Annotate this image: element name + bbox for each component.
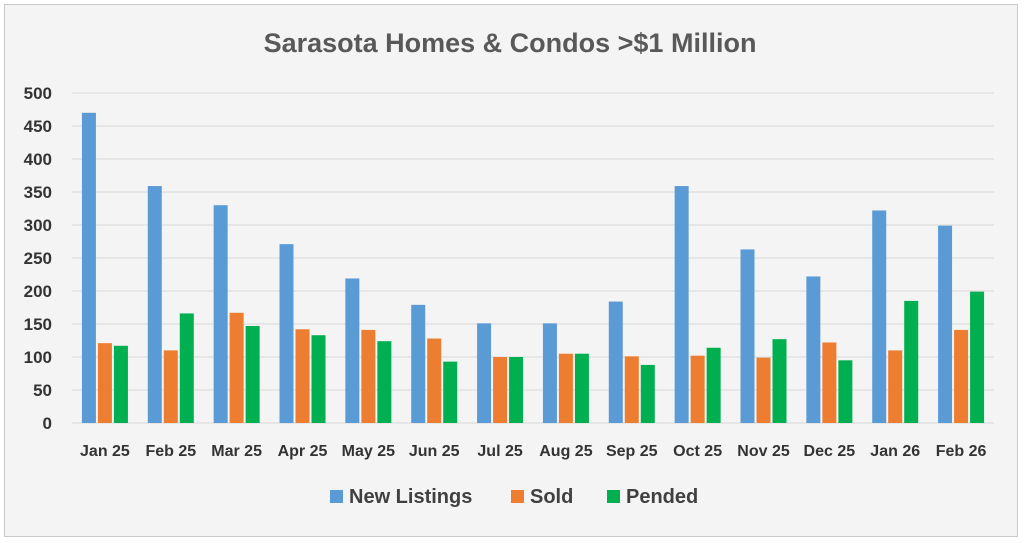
bar-sold-oct-25	[690, 355, 705, 423]
y-tick-label: 100	[24, 348, 52, 367]
bar-sold-may-25	[361, 329, 376, 423]
y-tick-label: 500	[24, 84, 52, 103]
gridlines	[72, 92, 994, 424]
bar-pended-may-25	[377, 341, 392, 423]
y-tick-label: 450	[24, 117, 52, 136]
x-tick-label: Nov 25	[737, 443, 790, 460]
legend-label-pended: Pended	[626, 486, 698, 508]
y-tick-label: 250	[24, 249, 52, 268]
bar-new-listings-feb-26	[938, 225, 953, 423]
legend: New Listings Sold Pended	[330, 486, 698, 508]
bar-sold-jul-25	[493, 357, 508, 423]
x-tick-label: Dec 25	[804, 443, 856, 460]
y-tick-label: 50	[33, 381, 52, 400]
bar-new-listings-aug-25	[542, 323, 557, 423]
x-tick-label: Jan 25	[80, 443, 130, 460]
x-tick-label: Feb 25	[145, 443, 196, 460]
legend-swatch-sold	[511, 490, 524, 503]
x-tick-label: Sep 25	[606, 443, 658, 460]
x-tick-label: Apr 25	[278, 443, 328, 460]
bar-pended-feb-25	[179, 313, 194, 423]
bar-pended-aug-25	[574, 353, 589, 423]
bar-new-listings-jan-25	[81, 112, 96, 424]
bar-sold-mar-25	[229, 312, 244, 423]
bar-sold-jun-25	[427, 338, 442, 423]
bar-sold-jan-25	[97, 343, 112, 423]
legend-swatch-pended	[607, 490, 620, 503]
legend-label-sold: Sold	[530, 486, 573, 508]
bar-new-listings-dec-25	[806, 276, 821, 423]
bar-sold-nov-25	[756, 357, 771, 423]
bar-sold-dec-25	[822, 342, 837, 423]
bar-new-listings-apr-25	[279, 244, 294, 423]
bar-new-listings-sep-25	[608, 301, 623, 423]
x-tick-label: Oct 25	[673, 443, 722, 460]
x-tick-label: Feb 26	[936, 443, 987, 460]
bar-pended-jan-26	[904, 300, 919, 423]
bar-pended-dec-25	[838, 360, 853, 423]
bar-new-listings-jan-26	[872, 210, 887, 423]
x-tick-label: Mar 25	[211, 443, 262, 460]
bar-new-listings-jun-25	[411, 304, 426, 423]
y-tick-label: 400	[24, 150, 52, 169]
bar-sold-apr-25	[295, 329, 310, 423]
bar-sold-aug-25	[558, 353, 573, 423]
bar-new-listings-may-25	[345, 278, 360, 423]
bar-pended-apr-25	[311, 335, 326, 423]
x-tick-label: Jan 26	[870, 443, 920, 460]
bar-sold-sep-25	[624, 356, 639, 423]
bar-pended-jan-25	[113, 345, 128, 423]
bar-new-listings-feb-25	[147, 186, 162, 423]
y-tick-label: 150	[24, 315, 52, 334]
y-tick-label: 300	[24, 216, 52, 235]
y-tick-label: 200	[24, 282, 52, 301]
x-tick-label: May 25	[342, 443, 395, 460]
bar-pended-nov-25	[772, 339, 787, 423]
bar-pended-feb-26	[970, 291, 985, 423]
bar-pended-jun-25	[443, 361, 458, 423]
bar-pended-sep-25	[640, 364, 655, 423]
bar-new-listings-jul-25	[477, 323, 492, 423]
chart-title: Sarasota Homes & Condos >$1 Million	[264, 28, 757, 58]
x-tick-label: Jun 25	[409, 443, 460, 460]
x-tick-label: Aug 25	[539, 443, 592, 460]
x-tick-label: Jul 25	[477, 443, 522, 460]
bar-sold-feb-25	[163, 350, 178, 423]
x-axis-ticks: Jan 25 Feb 25 Mar 25 Apr 25 May 25 Jun 25 Jul …	[80, 443, 986, 460]
bar-sold-feb-26	[954, 329, 969, 423]
legend-swatch-new-listings	[330, 490, 343, 503]
y-tick-label: 0	[43, 414, 52, 433]
bars	[81, 112, 985, 424]
bar-pended-oct-25	[706, 347, 721, 423]
y-axis-ticks: 0 50 100 150 200 250 300 350 400 450 500	[24, 84, 52, 433]
bar-pended-jul-25	[509, 357, 524, 423]
bar-new-listings-nov-25	[740, 249, 755, 423]
bar-pended-mar-25	[245, 325, 260, 423]
bar-sold-jan-26	[888, 350, 903, 423]
bar-new-listings-oct-25	[674, 186, 689, 423]
legend-label-new-listings: New Listings	[349, 486, 472, 508]
bar-new-listings-mar-25	[213, 205, 228, 423]
y-tick-label: 350	[24, 183, 52, 202]
